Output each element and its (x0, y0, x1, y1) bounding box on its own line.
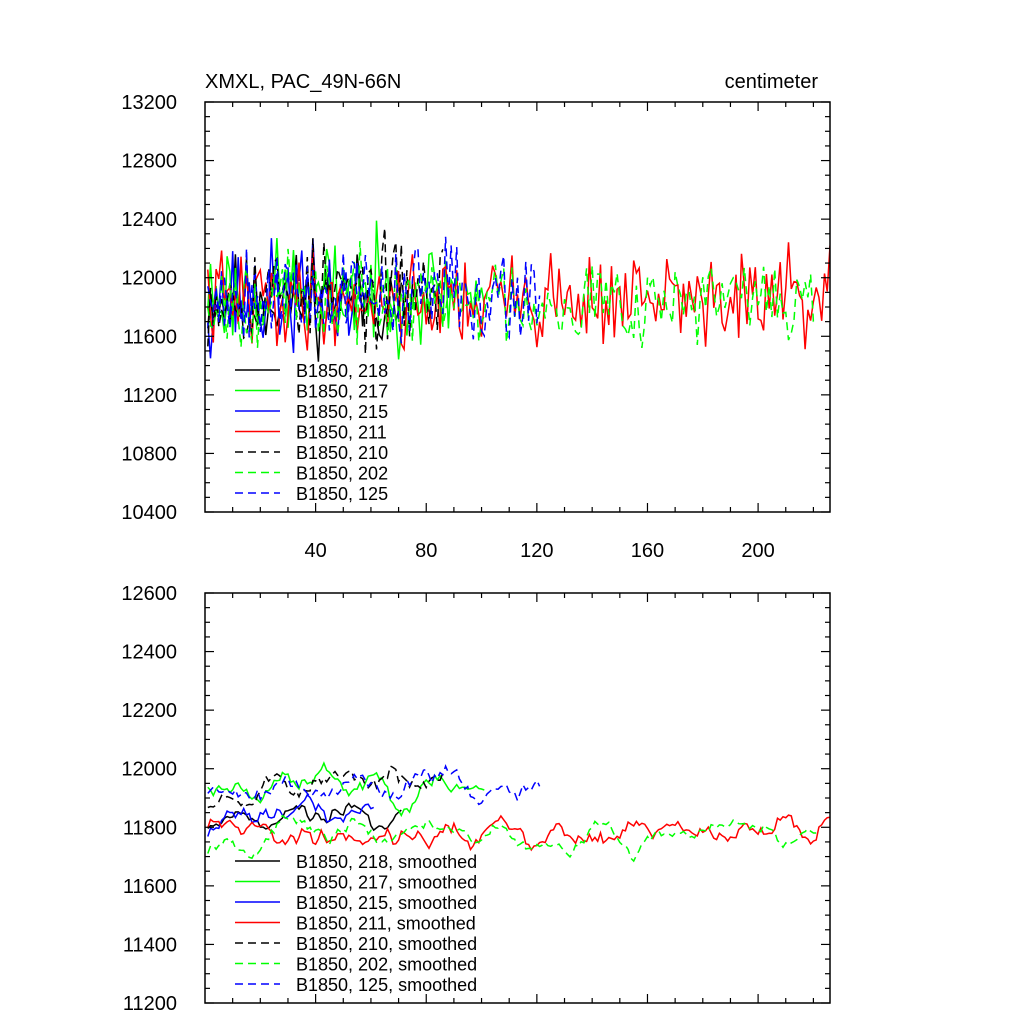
y-tick-label: 12800 (121, 151, 177, 173)
series-line-5 (207, 764, 444, 809)
chart-title: XMXL, PAC_49N-66N (205, 71, 401, 93)
legend-label: B1850, 210 (296, 443, 388, 463)
series-line-4 (207, 814, 830, 852)
x-tick-label: 200 (741, 540, 774, 562)
series-group (207, 220, 830, 362)
x-tick-label: 160 (631, 540, 664, 562)
y-tick-label: 11600 (123, 876, 177, 898)
y-tick-label: 12400 (121, 642, 177, 664)
y-tick-label: 11200 (123, 385, 177, 407)
y-tick-label: 13200 (121, 92, 177, 114)
x-tick-label: 120 (520, 540, 553, 562)
y-tick-label: 11800 (123, 817, 177, 839)
y-tick-label: 11200 (123, 993, 177, 1015)
series-line-2 (207, 761, 485, 818)
legend-label: B1850, 215 (296, 402, 388, 422)
y-tick-label: 12000 (121, 268, 177, 290)
series-line-3 (207, 238, 375, 359)
units-label: centimeter (725, 71, 819, 93)
chart-panel-2: 11200 11400 11600 11800 12000 12200 12400 12600… (121, 583, 831, 1015)
legend-label: B1850, 218 (296, 361, 388, 381)
series-line-7 (207, 236, 541, 344)
y-tick-label: 11400 (123, 934, 177, 956)
x-tick-label: 80 (415, 540, 437, 562)
x-tick-label: 40 (304, 540, 326, 562)
y-tick-label: 12200 (121, 700, 177, 722)
y-tick-label: 10800 (121, 443, 177, 465)
legend-label: B1850, 211, smoothed (296, 914, 476, 934)
legend-label: B1850, 202, smoothed (296, 955, 477, 975)
series-line-6 (207, 814, 817, 863)
series-group (207, 761, 830, 863)
legend-label: B1850, 215, smoothed (296, 893, 477, 913)
legend-label: B1850, 125 (296, 484, 388, 504)
legend-label: B1850, 125, smoothed (296, 975, 477, 995)
series-line-3 (207, 793, 375, 837)
legend-label: B1850, 217 (296, 382, 388, 402)
chart-panel-1: 10400 10800 11200 11600 12000 12400 12800 13200… (121, 71, 831, 562)
legend-label: B1850, 202 (296, 464, 388, 484)
legend-label: B1850, 218, smoothed (296, 852, 477, 872)
y-tick-label: 12400 (121, 209, 177, 231)
y-tick-label: 12000 (121, 759, 177, 781)
legend-label: B1850, 210, smoothed (296, 934, 477, 954)
series-line-7 (207, 763, 541, 806)
y-tick-label: 12600 (121, 583, 177, 605)
y-tick-label: 11600 (123, 326, 177, 348)
legend-label: B1850, 211 (296, 423, 387, 443)
y-tick-label: 10400 (121, 502, 177, 524)
legend-label: B1850, 217, smoothed (296, 873, 477, 893)
